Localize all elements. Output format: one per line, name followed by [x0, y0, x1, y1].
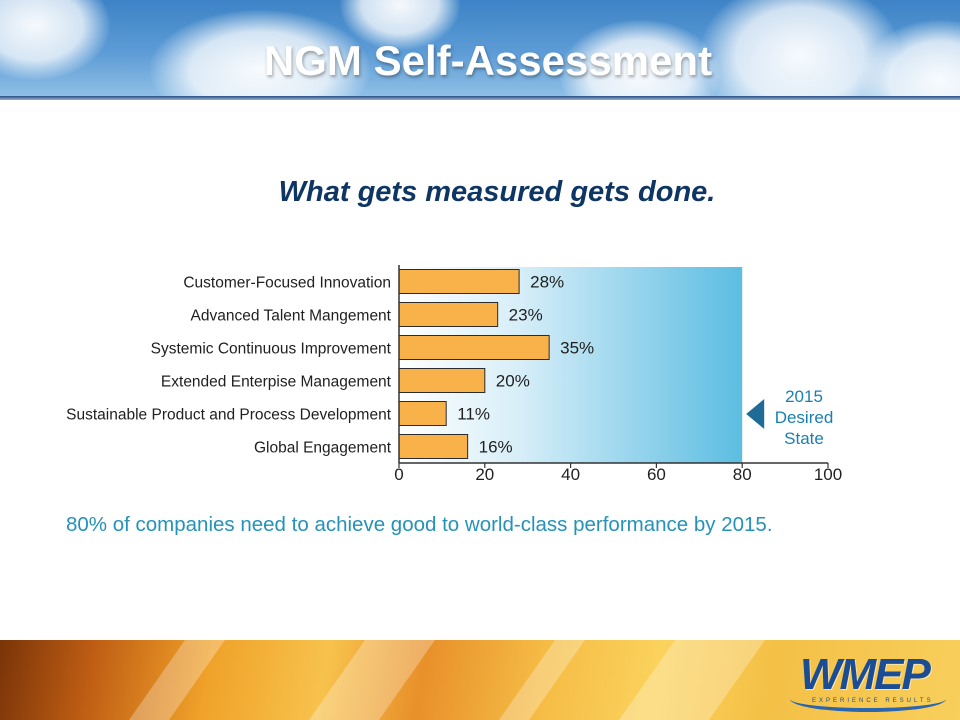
footer-banner — [0, 640, 960, 720]
target-label-line: Desired — [775, 408, 834, 427]
bar-1 — [398, 269, 520, 294]
x-tick-label: 20 — [475, 465, 494, 484]
category-label: Systemic Continuous Improvement — [151, 341, 392, 358]
wmep-logo: WMEP EXPERIENCE RESULTS — [790, 648, 950, 714]
value-label: 16% — [479, 438, 513, 457]
value-label: 28% — [530, 273, 564, 292]
value-label: 35% — [560, 339, 594, 358]
header-divider — [0, 96, 960, 100]
slide-subtitle: What gets measured gets done. — [278, 176, 716, 208]
logo-swoosh — [790, 686, 946, 712]
category-label: Extended Enterpise Management — [161, 374, 392, 391]
x-tick-label: 0 — [394, 465, 403, 484]
logo-tagline: EXPERIENCE RESULTS — [812, 698, 934, 704]
value-label: 20% — [496, 372, 530, 391]
bar-2 — [398, 302, 499, 327]
footnote: 80% of companies need to achieve good to… — [66, 513, 773, 536]
bar-4 — [398, 368, 486, 393]
bar-3 — [398, 335, 550, 360]
category-label: Customer-Focused Innovation — [183, 275, 391, 292]
x-tick-label: 100 — [814, 465, 842, 484]
value-label: 11% — [457, 405, 490, 424]
target-pointer — [746, 399, 765, 429]
category-label: Sustainable Product and Process Developm… — [66, 407, 392, 424]
target-label-line: 2015 — [785, 387, 823, 406]
target-label-line: State — [784, 429, 824, 448]
target-band — [399, 267, 743, 463]
bar-6 — [398, 434, 469, 459]
header-banner: NGM Self-Assessment — [0, 0, 960, 96]
category-label: Advanced Talent Mangement — [191, 308, 392, 325]
x-tick-label: 40 — [561, 465, 580, 484]
slide-title: NGM Self-Assessment — [263, 37, 713, 84]
category-label: Global Engagement — [254, 440, 392, 457]
value-label: 23% — [509, 306, 543, 325]
bar-chart: Customer-Focused Innovation 28% Advanced T… — [66, 265, 842, 484]
bar-5 — [398, 401, 447, 426]
x-tick-label: 60 — [647, 465, 666, 484]
logo-text: WMEP — [800, 650, 931, 699]
x-tick-label: 80 — [733, 465, 752, 484]
